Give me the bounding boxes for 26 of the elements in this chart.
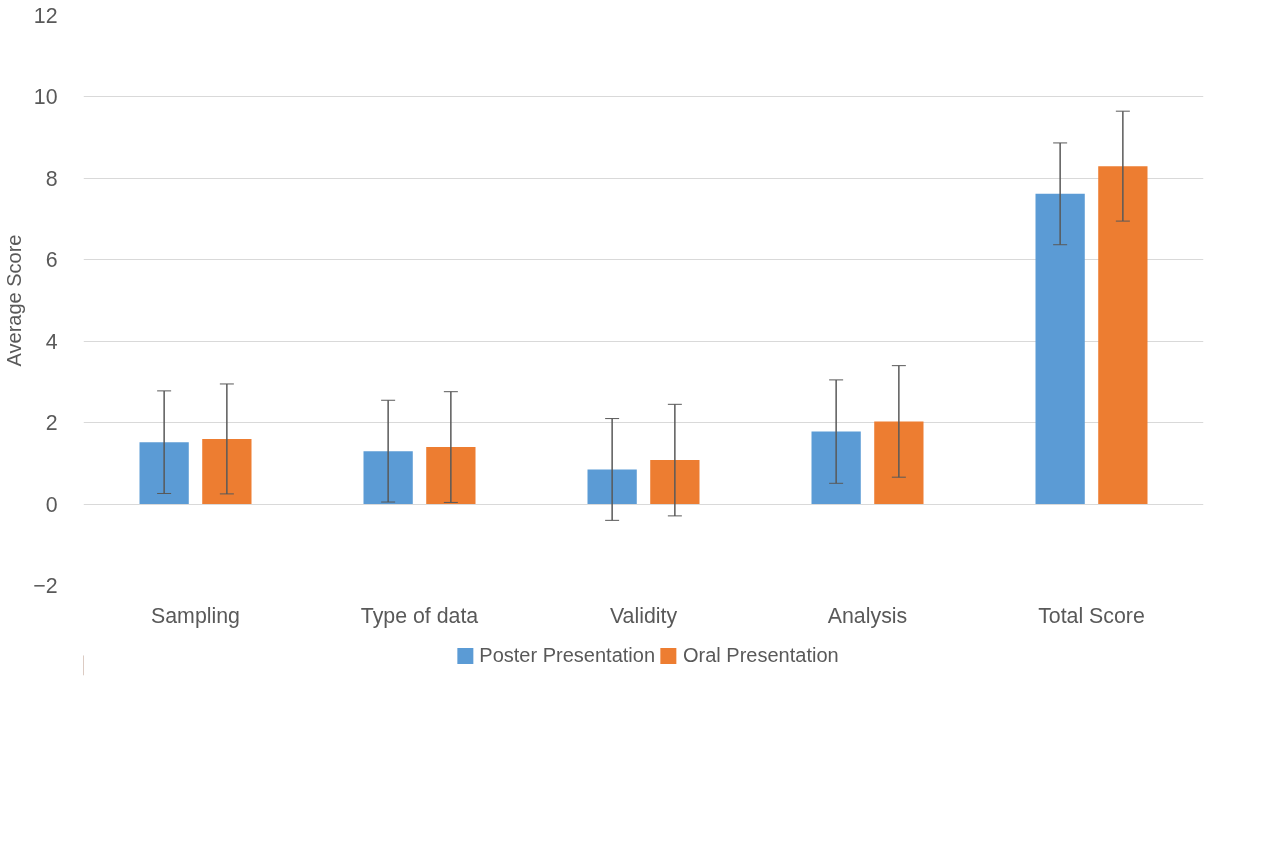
x-tick-label: Analysis [827, 603, 908, 628]
x-tick-label: Validity [609, 603, 678, 628]
y-tick-label: 4 [45, 329, 58, 354]
x-tick-label: Sampling [151, 603, 240, 628]
bar [426, 447, 476, 505]
bar [650, 460, 700, 505]
y-tick-label: −2 [33, 574, 58, 598]
bar [1035, 193, 1085, 505]
y-tick-label: 2 [45, 411, 58, 436]
y-tick-label: 0 [45, 492, 58, 517]
y-tick-label: 10 [33, 85, 58, 110]
y-axis-title: Average Score [3, 234, 26, 367]
bar [1098, 166, 1148, 505]
x-tick-label: Type of data [360, 603, 479, 628]
bar [874, 421, 924, 505]
bar [363, 451, 413, 505]
legend-label: Oral Presentation [683, 643, 839, 667]
y-tick-label: 8 [45, 166, 58, 191]
legend-label: Poster Presentation [479, 643, 656, 667]
bar [811, 431, 861, 505]
bar [202, 438, 252, 505]
y-tick-label: 6 [45, 248, 58, 273]
x-tick-label: Total Score [1038, 603, 1145, 628]
bar [139, 442, 189, 505]
bar [587, 469, 637, 505]
y-tick-label: 12 [33, 4, 58, 28]
